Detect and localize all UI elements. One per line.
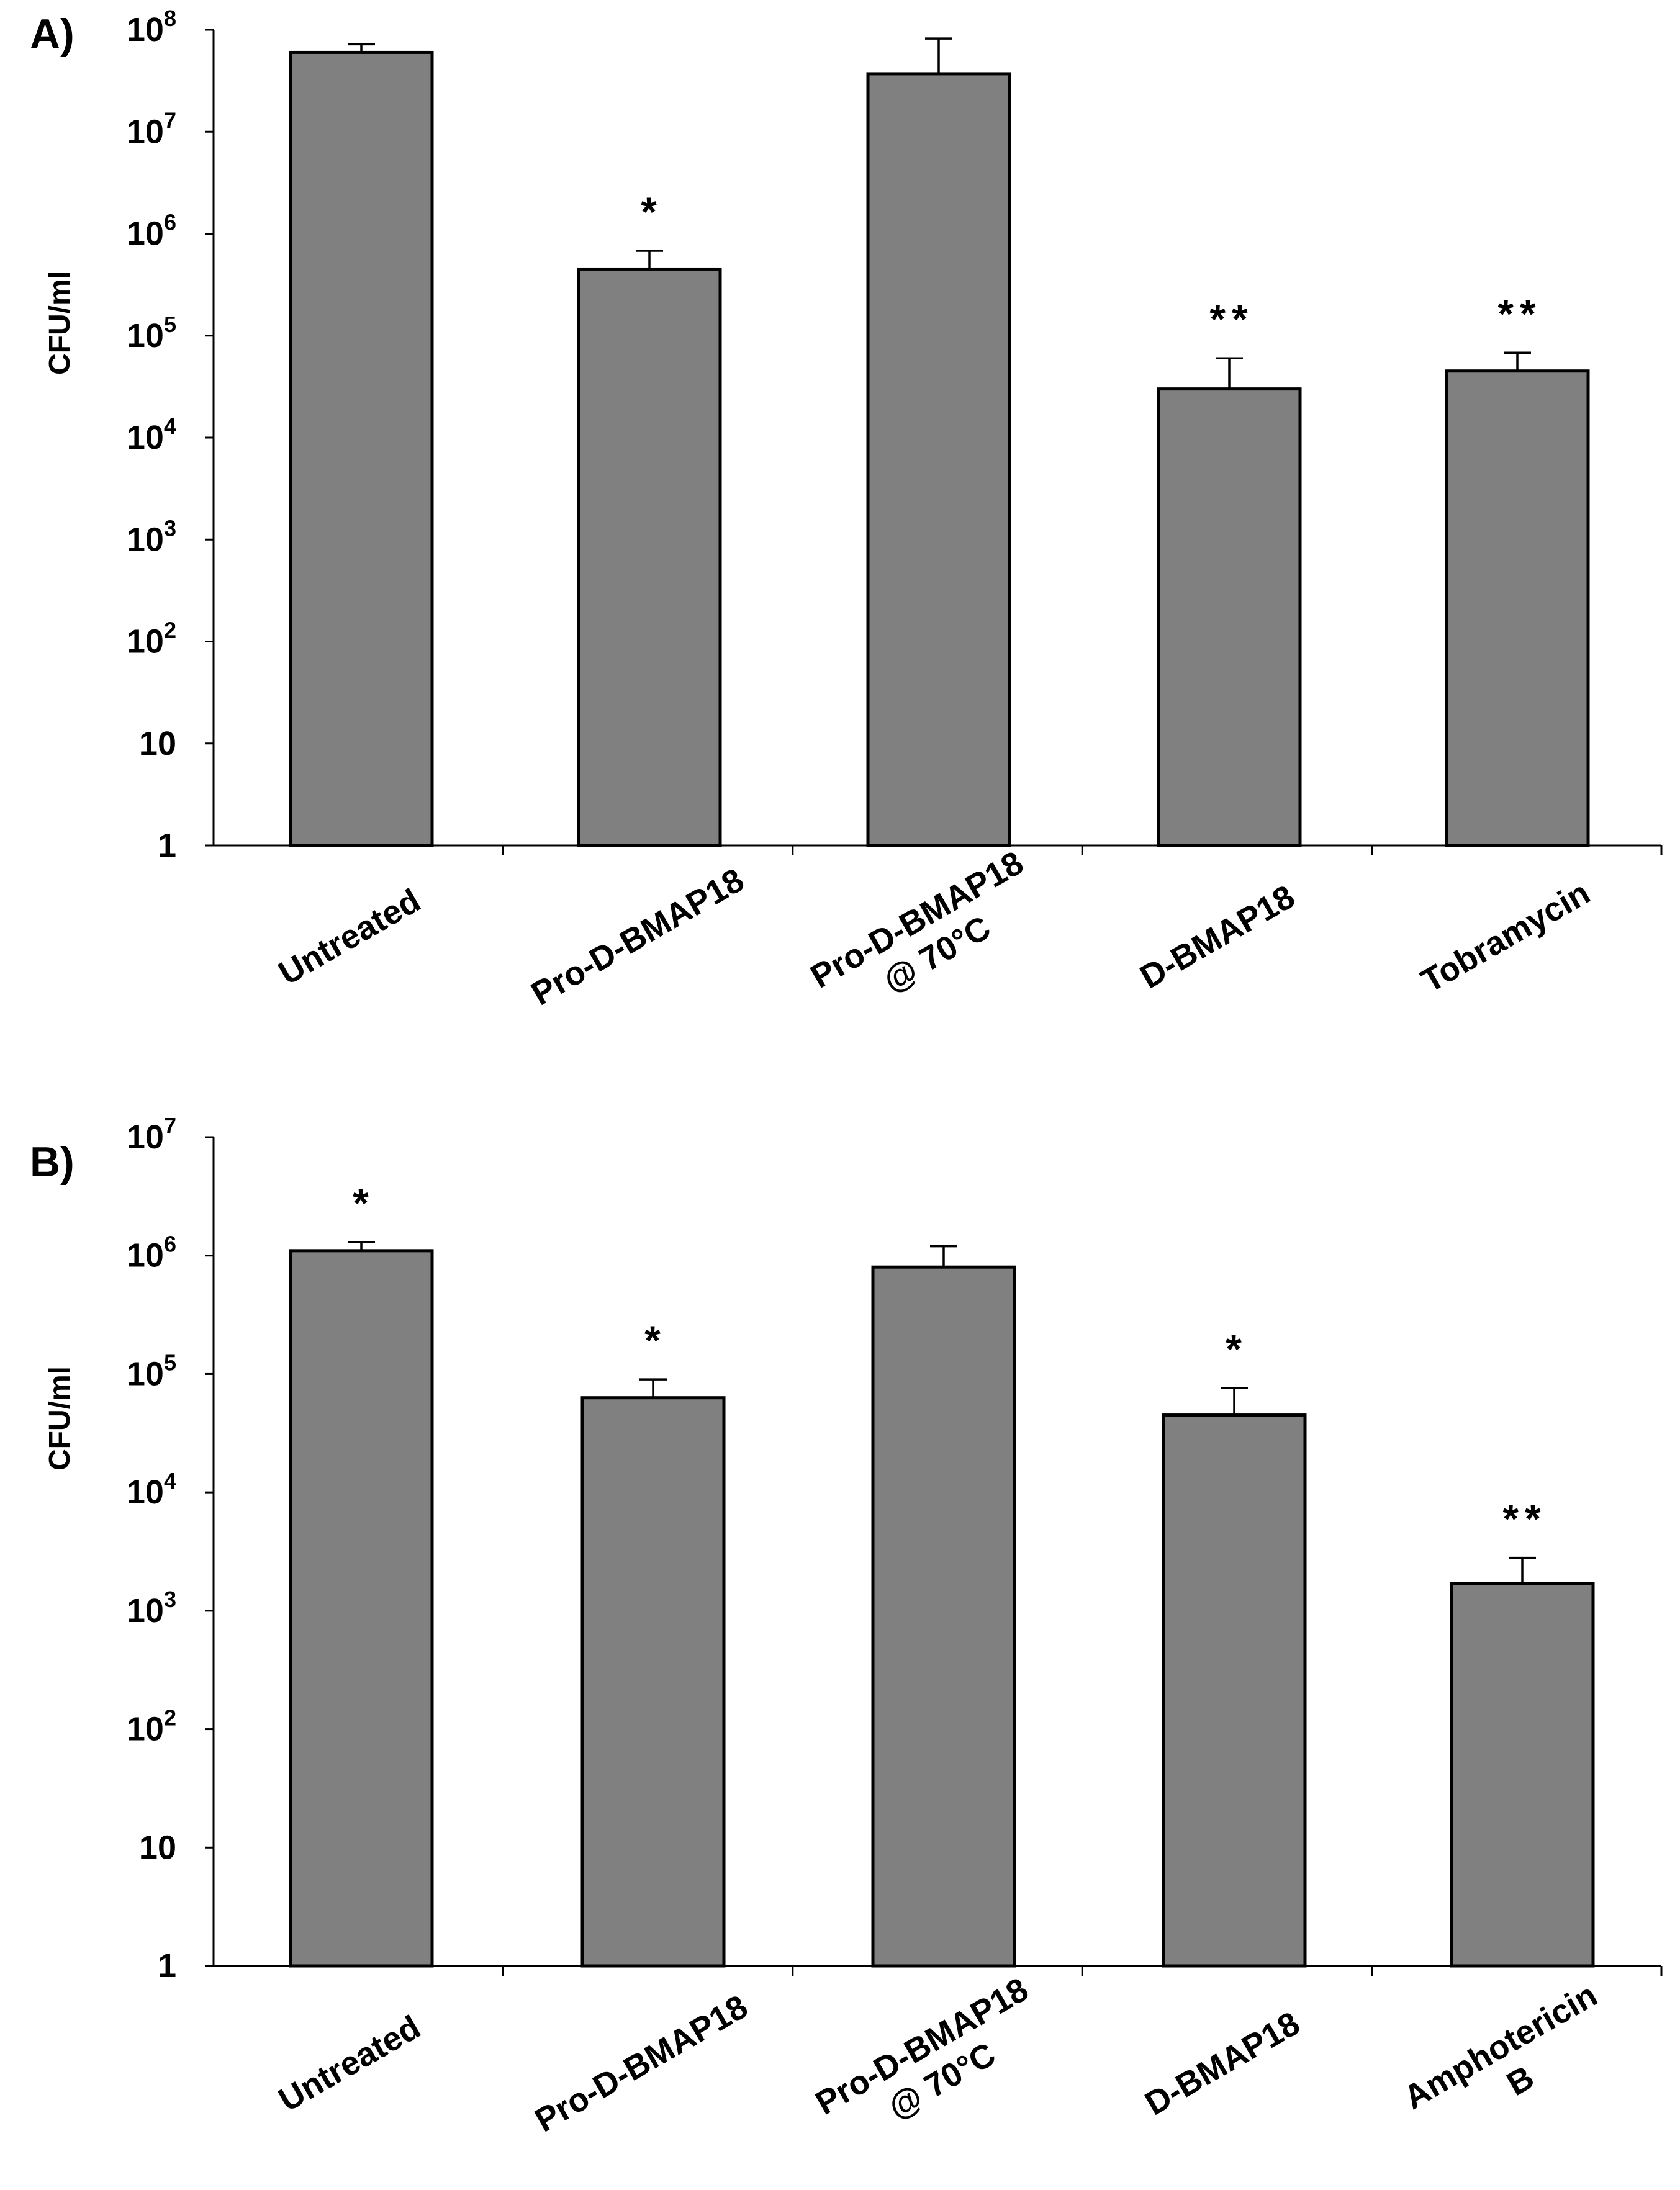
y-tick-label: 102 <box>127 618 176 660</box>
y-tick-label: 108 <box>127 6 176 48</box>
y-tick-label: 10 <box>139 1829 176 1866</box>
panel-label: B) <box>30 1138 75 1186</box>
y-axis-label: CFU/ml <box>43 271 76 375</box>
chart-panel-a: A) CFU/ml 1 10 102 103 104 105 106 107 108 Untreate… <box>30 6 1663 1030</box>
bar <box>1450 1582 1595 1968</box>
significance-marker: * <box>644 1317 667 1363</box>
significance-marker: ** <box>1497 291 1542 336</box>
y-tick-label: 107 <box>127 107 176 150</box>
bar <box>1162 1413 1307 1968</box>
bar <box>1157 387 1302 847</box>
significance-marker: * <box>1226 1326 1248 1372</box>
bar <box>289 50 434 847</box>
category-label: Pro-D-BMAP18 <box>525 861 751 1012</box>
bar <box>866 72 1011 847</box>
chart-panel-b: B) CFU/ml 1 10 102 103 104 105 106 107 * Untreated *… <box>30 1113 1663 2156</box>
category-label: Untreated <box>273 881 427 992</box>
y-tick-label: 104 <box>127 1468 176 1511</box>
y-tick-label: 105 <box>127 1350 176 1392</box>
y-tick-label: 106 <box>127 210 176 253</box>
y-tick-label: 103 <box>127 515 176 558</box>
bar <box>577 267 722 847</box>
category-label: D-BMAP18 <box>1134 878 1301 996</box>
y-tick-label: 1 <box>158 1947 176 1985</box>
y-tick-label: 10 <box>139 725 176 762</box>
bar <box>871 1265 1016 1968</box>
category-label: Pro-D-BMAP18@ 70°C <box>810 1971 1055 2156</box>
bar <box>289 1249 434 1968</box>
y-tick-label: 1 <box>158 827 176 864</box>
significance-marker: * <box>641 189 663 235</box>
y-tick-label: 106 <box>127 1232 176 1274</box>
category-label: D-BMAP18 <box>1139 2004 1306 2122</box>
y-axis-label: CFU/ml <box>43 1366 76 1471</box>
y-tick-label: 103 <box>127 1587 176 1629</box>
panel-label: A) <box>30 11 75 58</box>
category-label: Untreated <box>273 2008 427 2119</box>
y-tick-label: 104 <box>127 413 176 456</box>
significance-marker: * <box>353 1180 375 1226</box>
category-label: AmphotericinB <box>1398 1976 1623 2151</box>
significance-marker: ** <box>1502 1496 1547 1542</box>
category-label: Pro-D-BMAP18@ 70°C <box>805 844 1050 1030</box>
significance-marker: ** <box>1209 296 1253 342</box>
y-tick-label: 102 <box>127 1705 176 1748</box>
category-label: Pro-D-BMAP18 <box>529 1988 754 2139</box>
bar <box>580 1396 726 1968</box>
category-label: Tobramycin <box>1415 874 1596 1000</box>
y-tick-label: 105 <box>127 312 176 354</box>
y-tick-label: 107 <box>127 1113 176 1156</box>
bar <box>1445 369 1590 847</box>
